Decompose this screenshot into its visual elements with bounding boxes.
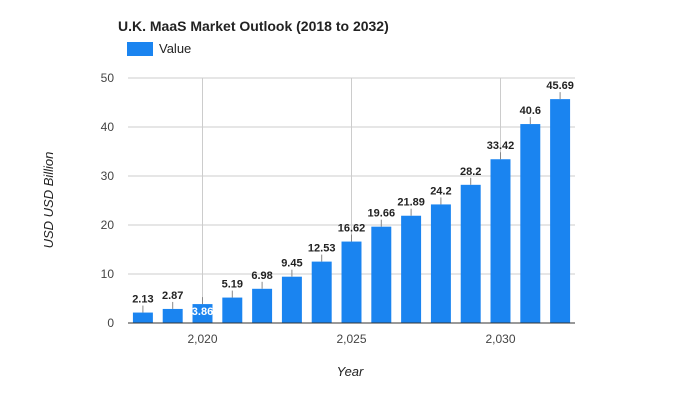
legend: Value: [127, 41, 191, 56]
data-label: 5.19: [222, 279, 243, 291]
bar: [401, 215, 422, 323]
bar: [550, 99, 571, 323]
bar: [341, 241, 362, 323]
data-label: 2.87: [162, 290, 183, 302]
bar: [371, 226, 392, 323]
data-label: 12.53: [308, 243, 336, 255]
y-axis-title: USD USD Billion: [41, 152, 56, 249]
data-label: 21.89: [397, 197, 425, 209]
x-tick-label: 2,025: [336, 332, 366, 346]
data-labels: 2.13 2.873.865.196.989.4512.5316.6219.662…: [132, 80, 574, 318]
data-label: 28.2: [460, 166, 481, 178]
x-axis-title: Year: [337, 364, 364, 379]
data-label: 3.86: [192, 306, 213, 318]
bar: [132, 312, 153, 323]
bar: [162, 308, 183, 323]
legend-label: Value: [159, 41, 192, 56]
y-tick-label: 10: [101, 267, 115, 281]
data-label: 24.2: [430, 185, 451, 197]
data-label: 33.42: [487, 140, 515, 152]
bar: [311, 261, 332, 323]
bars: [132, 99, 571, 323]
chart-title: U.K. MaaS Market Outlook (2018 to 2032): [118, 18, 389, 34]
data-label: 19.66: [368, 208, 396, 220]
data-label: 6.98: [251, 270, 272, 282]
x-tick-label: 2,030: [485, 332, 515, 346]
x-tick-label: 2,020: [187, 332, 217, 346]
legend-swatch: [127, 41, 153, 56]
axes: 0 10 20 30 40 50 2,020 2,025 2,030: [101, 71, 575, 346]
data-label: 40.6: [520, 105, 541, 117]
data-label: 2.13: [132, 294, 153, 306]
data-label: 9.45: [281, 258, 302, 270]
bar: [520, 124, 541, 323]
bar: [222, 297, 243, 323]
bar: [252, 288, 273, 323]
y-tick-label: 20: [101, 218, 115, 232]
y-tick-label: 50: [101, 71, 115, 85]
bar: [490, 159, 511, 323]
y-tick-label: 0: [107, 316, 114, 330]
data-label: 16.62: [338, 223, 366, 235]
bar: [430, 204, 451, 323]
y-tick-label: 30: [101, 169, 115, 183]
bar: [460, 184, 481, 323]
y-tick-label: 40: [101, 120, 115, 134]
bar: [281, 276, 302, 323]
data-label: 45.69: [546, 80, 574, 92]
bar: [192, 304, 213, 323]
